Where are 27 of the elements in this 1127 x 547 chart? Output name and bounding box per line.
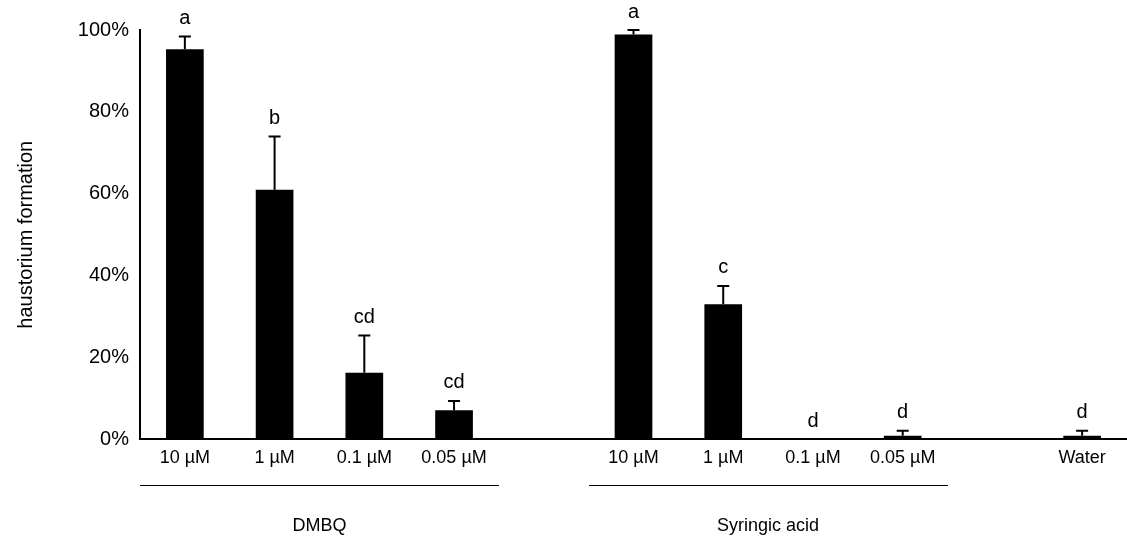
x-tick-label: 0.1 µM xyxy=(336,447,393,468)
data-label: d xyxy=(807,408,819,431)
data-label: d xyxy=(897,400,909,423)
x-tick-label: 0.05 µM xyxy=(421,447,487,468)
x-tick-label: 0.05 µM xyxy=(869,447,936,468)
x-tick-label: 10 µM xyxy=(608,447,659,468)
y-axis-title: haustorium formation xyxy=(13,140,36,329)
data-label: b xyxy=(269,105,281,128)
text: DMBQ xyxy=(292,515,347,537)
x-tick-label: Water xyxy=(1058,447,1106,468)
y-tick-label: 100% xyxy=(77,17,130,40)
text: Syringic acid xyxy=(717,515,820,537)
data-label: d xyxy=(1076,400,1088,423)
y-tick-label: 0% xyxy=(100,426,130,449)
data-label: a xyxy=(627,0,640,22)
data-label: cd xyxy=(353,304,375,327)
y-tick-label: 80% xyxy=(88,99,130,122)
data-label: cd xyxy=(443,370,465,393)
x-tick-label: 10 µM xyxy=(159,447,211,468)
data-label: a xyxy=(179,6,192,29)
y-tick-label: 60% xyxy=(88,181,130,204)
y-tick-label: 40% xyxy=(88,263,130,286)
data-label: c xyxy=(718,255,729,278)
y-tick-label: 20% xyxy=(88,345,130,368)
x-tick-label: 1 µM xyxy=(254,447,295,468)
x-tick-label: 1 µM xyxy=(703,447,744,468)
x-tick-label: 0.1 µM xyxy=(785,447,841,468)
